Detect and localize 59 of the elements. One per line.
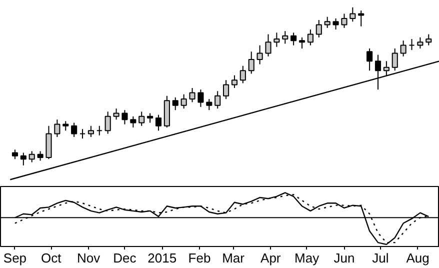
candlestick — [71, 122, 78, 138]
candlestick — [298, 36, 306, 49]
candlestick — [79, 128, 86, 140]
candlestick — [248, 51, 254, 74]
candlestick — [307, 29, 314, 46]
candlestick — [62, 120, 69, 132]
x-tick-label: Oct — [41, 250, 62, 266]
candlestick — [206, 98, 212, 111]
candlestick — [274, 32, 280, 48]
candlestick — [96, 125, 102, 136]
candlestick — [223, 80, 230, 100]
candlestick — [155, 114, 162, 132]
x-tick-label: Mar — [222, 250, 246, 266]
candlestick — [54, 119, 60, 138]
candlestick — [358, 10, 364, 27]
candlestick — [28, 150, 35, 163]
x-tick-label: May — [294, 250, 320, 266]
candlestick — [180, 94, 187, 110]
x-tick-label: Sep — [3, 250, 27, 266]
candlestick — [104, 111, 111, 134]
candlestick — [88, 125, 94, 138]
x-tick-label: Nov — [76, 250, 101, 266]
x-tick-label: Apr — [260, 250, 282, 266]
candlestick — [240, 65, 246, 84]
candlestick — [189, 87, 196, 103]
candlestick — [316, 20, 322, 38]
candlestick — [130, 116, 136, 128]
x-tick-label: Dec — [113, 250, 137, 266]
candlestick — [214, 90, 221, 110]
candlestick — [350, 6, 356, 22]
candlestick — [392, 48, 398, 72]
candlestick — [231, 74, 238, 88]
candlestick — [37, 150, 44, 162]
candlestick — [408, 38, 415, 51]
candlestick — [122, 110, 128, 125]
candlestick — [341, 13, 348, 28]
candlestick — [265, 34, 272, 57]
candlestick — [12, 149, 18, 160]
candlestick — [417, 36, 424, 49]
candlestick — [290, 32, 297, 46]
candlestick — [138, 111, 145, 126]
candlestick — [172, 96, 178, 111]
x-tick-label: 2015 — [148, 250, 177, 266]
x-tick-label: Jul — [372, 250, 389, 266]
candlestick — [198, 89, 204, 108]
candlestick — [366, 48, 373, 72]
x-tick-label: Feb — [188, 250, 211, 266]
candlestick — [147, 112, 154, 124]
x-tick-label: Jun — [334, 250, 355, 266]
candlestick — [324, 16, 330, 28]
candlestick — [400, 40, 406, 57]
x-tick-label: Aug — [406, 250, 430, 266]
candlestick — [113, 108, 120, 120]
candlestick — [46, 125, 52, 160]
candlestick — [256, 44, 263, 65]
candlestick — [20, 152, 26, 166]
candlestick — [426, 34, 432, 46]
candlestick — [332, 18, 339, 30]
candlestick — [282, 30, 288, 44]
